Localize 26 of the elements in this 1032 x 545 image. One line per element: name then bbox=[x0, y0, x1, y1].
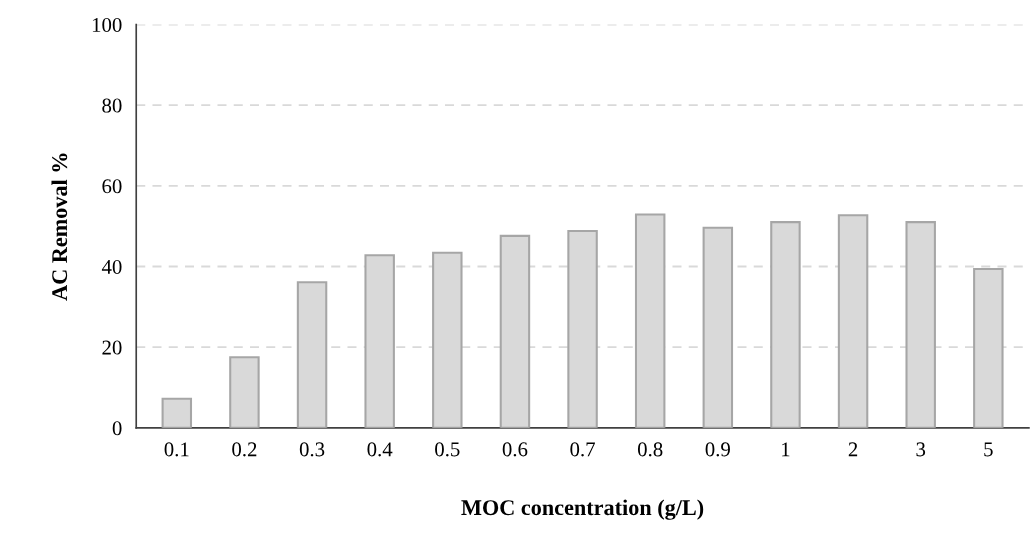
x-tick-label: 0.9 bbox=[705, 442, 730, 457]
x-axis-title: MOC concentration (g/L) bbox=[461, 499, 704, 520]
x-tick-label: 0.3 bbox=[299, 442, 325, 457]
y-tick-label: 40 bbox=[101, 259, 122, 274]
bar bbox=[634, 213, 666, 428]
x-tick-label: 0.8 bbox=[637, 442, 663, 457]
x-tick-label: 0.5 bbox=[435, 442, 460, 457]
bar bbox=[702, 226, 734, 428]
y-tick-label: 0 bbox=[112, 421, 122, 436]
bar bbox=[296, 281, 328, 428]
x-tick-label: 0.1 bbox=[164, 442, 189, 457]
x-tick-label: 1 bbox=[782, 442, 790, 457]
x-tick-label: 2 bbox=[848, 442, 858, 457]
x-tick-label: 0.7 bbox=[570, 442, 595, 457]
y-tick-label: 80 bbox=[102, 98, 122, 113]
x-tick-label: 5 bbox=[984, 442, 993, 457]
y-tick-label: 100 bbox=[92, 17, 122, 32]
bar bbox=[229, 356, 260, 428]
y-tick-label: 20 bbox=[102, 340, 122, 355]
bar bbox=[161, 397, 193, 428]
x-tick-label: 0.2 bbox=[232, 442, 257, 457]
y-tick-label: 60 bbox=[102, 179, 122, 194]
x-tick-label: 3 bbox=[916, 442, 926, 457]
x-tick-label: 0.6 bbox=[502, 442, 528, 457]
x-tick-label: 0.4 bbox=[367, 442, 393, 457]
y-axis-title: AC Removal % bbox=[51, 153, 68, 301]
